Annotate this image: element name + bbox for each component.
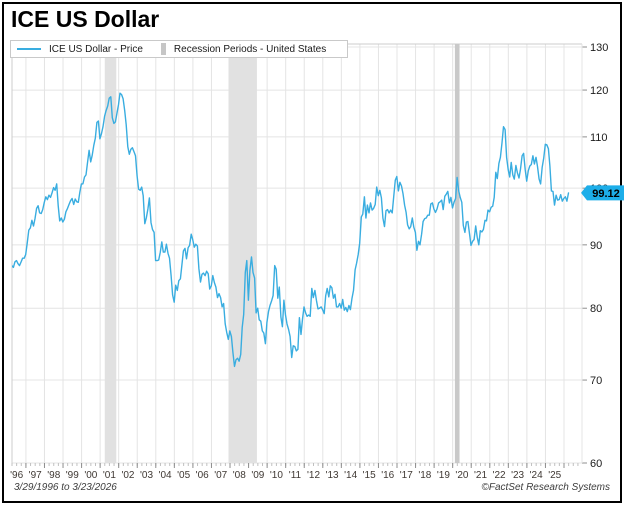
x-axis-label: '03 — [140, 470, 153, 481]
x-axis-label: '96 — [10, 470, 23, 481]
x-axis-label: '07 — [214, 470, 227, 481]
price-line — [12, 92, 570, 368]
source-label: ©FactSet Research Systems — [481, 482, 610, 493]
x-axis-label: '97 — [29, 470, 42, 481]
x-axis-label: '01 — [103, 470, 116, 481]
x-axis-label: '22 — [493, 470, 506, 481]
y-axis-label: 130 — [590, 42, 608, 54]
y-axis-label: 90 — [590, 240, 602, 252]
x-axis-label: '17 — [400, 470, 413, 481]
x-axis-label: '24 — [530, 470, 543, 481]
x-axis-label: '12 — [307, 470, 320, 481]
y-axis-label: 120 — [590, 85, 608, 97]
x-axis-label: '99 — [66, 470, 79, 481]
legend-price-label: ICE US Dollar - Price — [49, 43, 143, 55]
x-axis-label: '02 — [121, 470, 134, 481]
x-axis-label: '21 — [474, 470, 487, 481]
x-axis-label: '18 — [418, 470, 431, 481]
recession-band — [454, 44, 460, 463]
x-axis-label: '08 — [233, 470, 246, 481]
last-price-badge: 99.12 — [581, 185, 624, 201]
x-axis-label: '10 — [270, 470, 283, 481]
legend-recession-label: Recession Periods - United States — [173, 43, 327, 55]
price-line-swatch-icon — [17, 48, 41, 50]
x-axis-label: '19 — [437, 470, 450, 481]
y-axis-label: 110 — [590, 132, 608, 144]
x-axis-label: '00 — [84, 470, 97, 481]
recession-band — [104, 44, 117, 463]
x-axis-label: '23 — [511, 470, 524, 481]
x-axis-label: '05 — [177, 470, 190, 481]
recession-band — [228, 44, 257, 463]
y-axis-label: 80 — [590, 303, 602, 315]
last-price-value: 99.12 — [592, 188, 620, 200]
x-axis-label: '15 — [363, 470, 376, 481]
x-axis-label: '09 — [251, 470, 264, 481]
x-axis-label: '11 — [289, 470, 302, 481]
x-axis-label: '20 — [455, 470, 468, 481]
x-axis-label: '98 — [47, 470, 60, 481]
price-chart: 13012011010090807060'96'97'98'99'00'01'0… — [10, 42, 624, 481]
legend: ICE US Dollar - Price Recession Periods … — [10, 40, 348, 58]
x-axis-label: '25 — [548, 470, 561, 481]
y-axis-label: 60 — [590, 458, 602, 470]
recession-band-swatch-icon — [160, 43, 166, 55]
y-axis-label: 70 — [590, 375, 602, 387]
x-axis-label: '06 — [196, 470, 209, 481]
chart-title: ICE US Dollar — [11, 6, 160, 32]
date-range-label: 3/29/1996 to 3/23/2026 — [14, 482, 117, 493]
x-axis-label: '04 — [159, 470, 172, 481]
x-axis-label: '16 — [381, 470, 394, 481]
x-axis-label: '13 — [326, 470, 339, 481]
x-axis-label: '14 — [344, 470, 357, 481]
